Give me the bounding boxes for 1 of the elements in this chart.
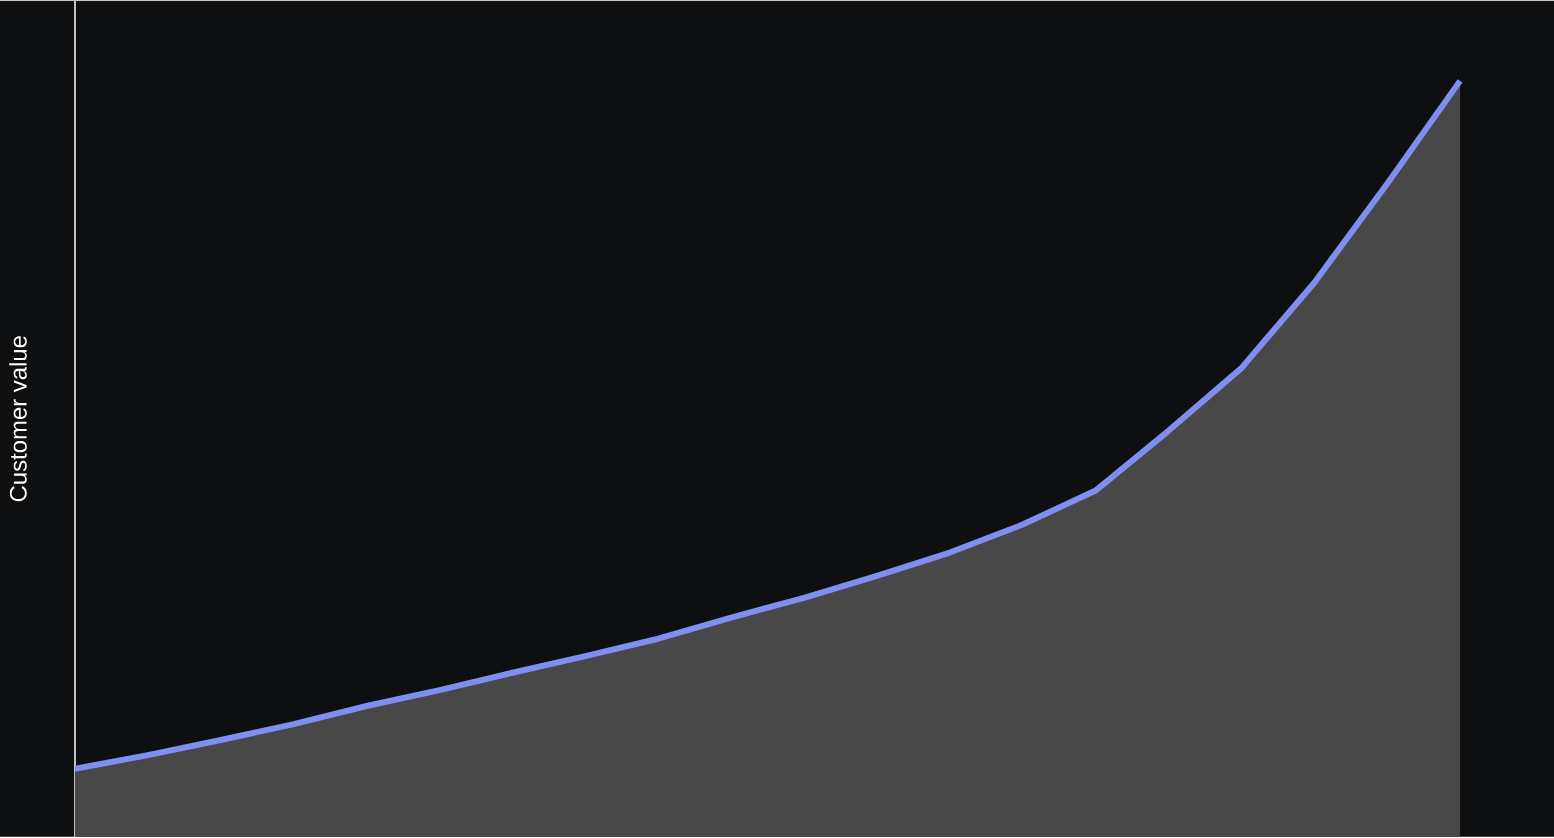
y-axis-title: Customer value [9, 336, 27, 502]
